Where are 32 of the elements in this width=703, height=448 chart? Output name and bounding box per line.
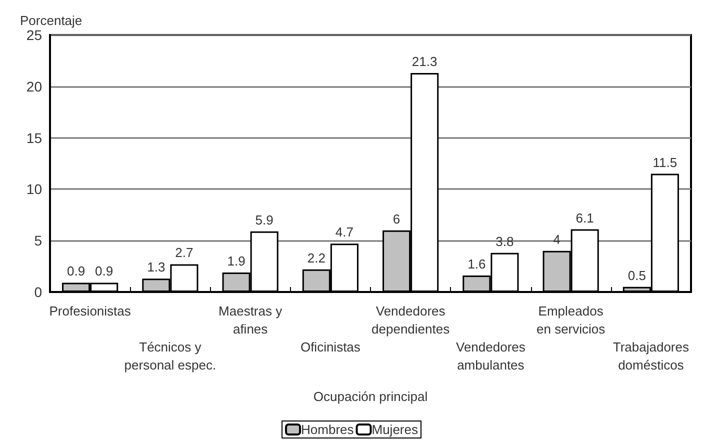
legend-label: Mujeres [372,422,418,437]
data-label: 1.6 [468,256,486,272]
x-tick-label: Empleados en servicios [536,304,606,336]
x-tick-label: Vendedores dependientes [372,304,450,336]
data-label: 1.3 [147,260,166,275]
x-tick-label: Vendedores ambulantes [456,340,526,372]
data-label: 6 [392,211,400,226]
data-label: 0.9 [67,264,86,279]
x-tick-label: Maestras y afines [218,304,283,336]
y-tick-label: 15 [26,130,42,146]
data-label: 0.9 [95,264,114,279]
data-label: 0.5 [628,268,646,283]
data-label: 6.1 [576,210,594,226]
x-tick-label: Técnicos y personal espec. [124,340,216,372]
legend-label: Hombres [301,422,354,437]
x-tick-label: Oficinistas [300,340,361,354]
y-tick-label: 25 [26,27,42,43]
data-label: 5.9 [255,212,274,228]
x-tick-label: Profesionistas [49,304,132,318]
y-tick-label: 20 [26,78,42,94]
y-tick-label: 0 [34,284,42,300]
data-label: 2.2 [307,250,326,266]
x-axis-title: Ocupación principal [313,389,428,404]
data-label: 21.3 [412,54,438,70]
x-tick-label: Trabajadores domésticos [612,340,690,372]
data-label: 1.9 [227,253,246,268]
y-tick-label: 10 [26,181,42,198]
y-axis-title: Porcentaje [20,13,82,28]
data-label: 11.5 [652,154,678,170]
y-tick-label: 5 [34,232,42,249]
data-label: 2.7 [175,245,194,260]
data-label: 4.7 [335,224,354,240]
